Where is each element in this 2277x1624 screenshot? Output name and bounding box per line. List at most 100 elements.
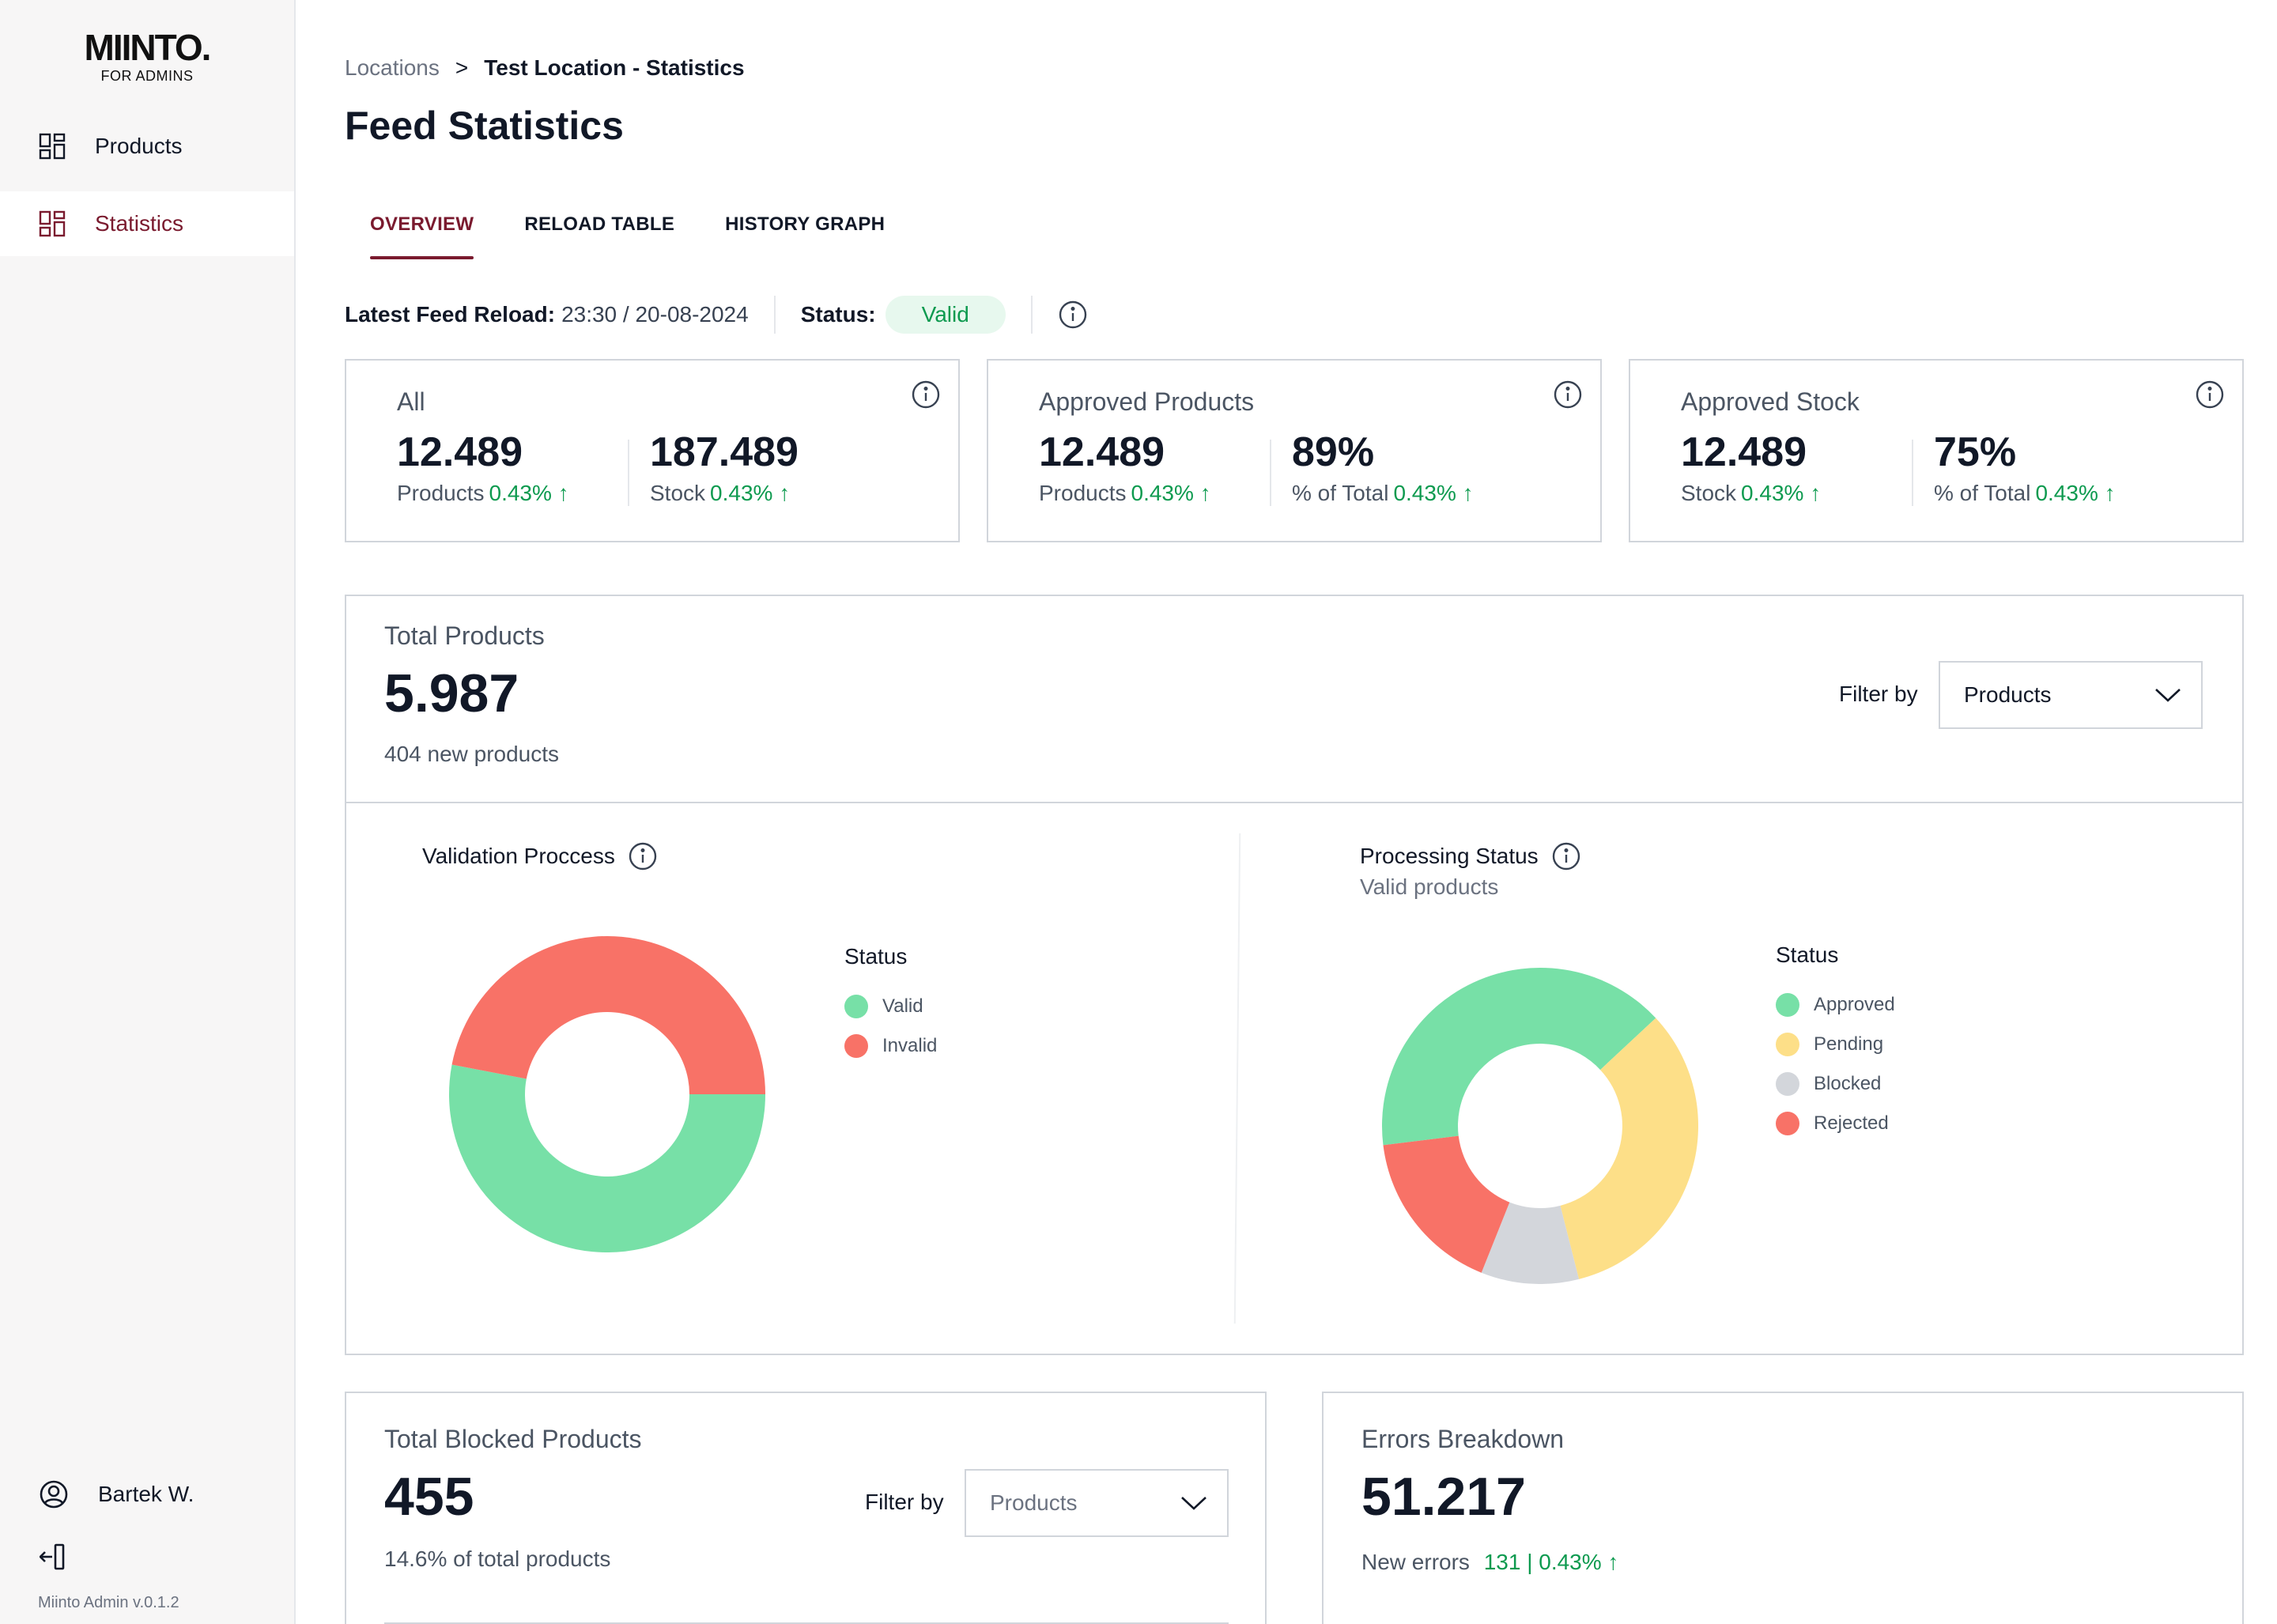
kpi-card-approved-products: Approved Products 12.489 Products 0.43% ↑… bbox=[987, 359, 1602, 542]
kpi-subtext: Stock 0.43% ↑ bbox=[650, 481, 799, 506]
info-icon[interactable] bbox=[1551, 841, 1581, 871]
info-icon[interactable] bbox=[1058, 300, 1088, 330]
legend-item-invalid: Invalid bbox=[844, 1026, 937, 1066]
status-label: Status: bbox=[800, 302, 876, 327]
divider bbox=[1030, 296, 1033, 334]
kpi-subtext: Stock 0.43% ↑ bbox=[1681, 481, 1821, 506]
divider bbox=[1270, 440, 1271, 506]
donut-slice-approved bbox=[1382, 968, 1656, 1146]
panel-title: Total Blocked Products bbox=[384, 1425, 642, 1453]
kpi-metric: 12.489 Stock 0.43% ↑ bbox=[1681, 429, 1821, 506]
user-profile[interactable]: Bartek W. bbox=[38, 1479, 194, 1510]
legend-label: Rejected bbox=[1814, 1112, 1889, 1134]
filter-select[interactable]: Products bbox=[965, 1469, 1229, 1537]
errors-sub-label: New errors bbox=[1361, 1550, 1470, 1574]
donut-slice-invalid bbox=[451, 936, 765, 1094]
divider bbox=[1912, 440, 1913, 506]
dashboard-icon bbox=[39, 133, 66, 160]
divider bbox=[1233, 833, 1241, 1324]
filter-select-value: Products bbox=[1964, 682, 2052, 707]
sidebar-item-statistics[interactable]: Statistics bbox=[0, 191, 294, 256]
kpi-card-all: All 12.489 Products 0.43% ↑ 187.489 Stock… bbox=[345, 359, 960, 542]
kpi-label: Products bbox=[397, 481, 485, 505]
legend-dot bbox=[1776, 1033, 1799, 1056]
logo-text: MIINTO. bbox=[84, 27, 212, 68]
filter-select[interactable]: Products bbox=[1939, 661, 2203, 729]
main-content: Locations > Test Location - Statistics F… bbox=[296, 0, 2277, 1624]
logo-subtitle: FOR ADMINS bbox=[100, 68, 194, 84]
errors-breakdown-panel: Errors Breakdown 51.217 New errors 131 |… bbox=[1322, 1392, 2244, 1624]
divider bbox=[346, 802, 2242, 803]
info-icon[interactable] bbox=[1553, 380, 1583, 410]
validation-chart-title: Validation Proccess bbox=[422, 844, 615, 868]
kpi-value: 75% bbox=[1934, 429, 2017, 475]
donut-slice-rejected bbox=[1383, 1135, 1510, 1273]
legend-label: Invalid bbox=[882, 1035, 938, 1056]
processing-donut-chart bbox=[1382, 968, 1698, 1284]
kpi-value: 89% bbox=[1292, 429, 1375, 475]
kpi-change: 0.43% ↑ bbox=[489, 481, 569, 505]
feed-status-bar: Latest Feed Reload: 23:30 / 20-08-2024 S… bbox=[345, 294, 1088, 335]
donut-slice-valid bbox=[449, 1064, 765, 1252]
tab-history-graph[interactable]: HISTORY GRAPH bbox=[725, 213, 886, 235]
dashboard-icon bbox=[39, 210, 66, 237]
breadcrumb-locations-link[interactable]: Locations bbox=[345, 55, 440, 80]
divider bbox=[384, 1622, 1229, 1624]
blocked-value: 455 bbox=[384, 1467, 474, 1527]
total-products-value: 5.987 bbox=[384, 663, 519, 723]
errors-sub-value: 131 | 0.43% ↑ bbox=[1483, 1550, 1619, 1574]
divider bbox=[628, 440, 629, 506]
kpi-label: Products bbox=[1039, 481, 1127, 505]
kpi-value: 12.489 bbox=[1681, 429, 1807, 475]
info-icon[interactable] bbox=[2195, 380, 2225, 410]
sidebar-item-label: Products bbox=[95, 134, 183, 158]
user-icon bbox=[40, 1480, 68, 1509]
breadcrumb-current: Test Location - Statistics bbox=[484, 55, 745, 80]
kpi-metric: 89% % of Total 0.43% ↑ bbox=[1292, 429, 1474, 506]
legend-item-pending: Pending bbox=[1776, 1025, 1895, 1064]
app-version: Miinto Admin v.0.1.2 bbox=[38, 1594, 179, 1611]
kpi-label: % of Total bbox=[1292, 481, 1389, 505]
info-icon[interactable] bbox=[628, 841, 658, 871]
tab-overview[interactable]: OVERVIEW bbox=[345, 209, 499, 259]
breadcrumb: Locations > Test Location - Statistics bbox=[345, 55, 745, 81]
validation-chart-title-row: Validation Proccess bbox=[422, 841, 658, 871]
kpi-metric: 187.489 Stock 0.43% ↑ bbox=[650, 429, 799, 506]
validation-donut-chart bbox=[449, 936, 765, 1252]
sidebar-item-products[interactable]: Products bbox=[0, 114, 294, 179]
legend-item-approved: Approved bbox=[1776, 985, 1895, 1025]
legend-label: Valid bbox=[882, 995, 923, 1017]
tab-reload-table[interactable]: RELOAD TABLE bbox=[524, 213, 675, 235]
legend-dot bbox=[1776, 1112, 1799, 1135]
logo: MIINTO. FOR ADMINS bbox=[76, 28, 218, 85]
kpi-card-approved-stock: Approved Stock 12.489 Stock 0.43% ↑ 75% %… bbox=[1629, 359, 2244, 542]
processing-legend: Status Approved Pending Blocked Rejected bbox=[1776, 942, 1895, 1143]
panel-title: Errors Breakdown bbox=[1361, 1425, 1565, 1453]
kpi-title: Approved Stock bbox=[1681, 387, 1860, 416]
user-name: Bartek W. bbox=[98, 1482, 194, 1506]
kpi-subtext: % of Total 0.43% ↑ bbox=[1934, 481, 2116, 506]
kpi-change: 0.43% ↑ bbox=[2035, 481, 2116, 505]
kpi-title: All bbox=[397, 387, 425, 416]
tabs: OVERVIEW RELOAD TABLE HISTORY GRAPH bbox=[345, 209, 910, 259]
kpi-subtext: Products 0.43% ↑ bbox=[397, 481, 569, 506]
kpi-metric: 75% % of Total 0.43% ↑ bbox=[1934, 429, 2116, 506]
legend-dot bbox=[1776, 1072, 1799, 1096]
breadcrumb-separator: > bbox=[455, 55, 469, 80]
info-icon[interactable] bbox=[911, 380, 941, 410]
kpi-change: 0.43% ↑ bbox=[1393, 481, 1474, 505]
kpi-value: 12.489 bbox=[397, 429, 523, 475]
feed-reload-value: 23:30 / 20-08-2024 bbox=[561, 302, 749, 327]
logout-button[interactable] bbox=[39, 1542, 71, 1577]
processing-chart-title: Processing Status bbox=[1360, 844, 1539, 868]
processing-chart-subtitle: Valid products bbox=[1360, 874, 1499, 899]
logout-icon bbox=[39, 1543, 65, 1570]
kpi-value: 12.489 bbox=[1039, 429, 1165, 475]
legend-item-valid: Valid bbox=[844, 987, 937, 1026]
legend-item-blocked: Blocked bbox=[1776, 1064, 1895, 1104]
legend-label: Pending bbox=[1814, 1033, 1884, 1055]
legend-label: Blocked bbox=[1814, 1073, 1882, 1094]
kpi-label: Stock bbox=[650, 481, 706, 505]
kpi-subtext: % of Total 0.43% ↑ bbox=[1292, 481, 1474, 506]
legend-dot bbox=[1776, 993, 1799, 1017]
